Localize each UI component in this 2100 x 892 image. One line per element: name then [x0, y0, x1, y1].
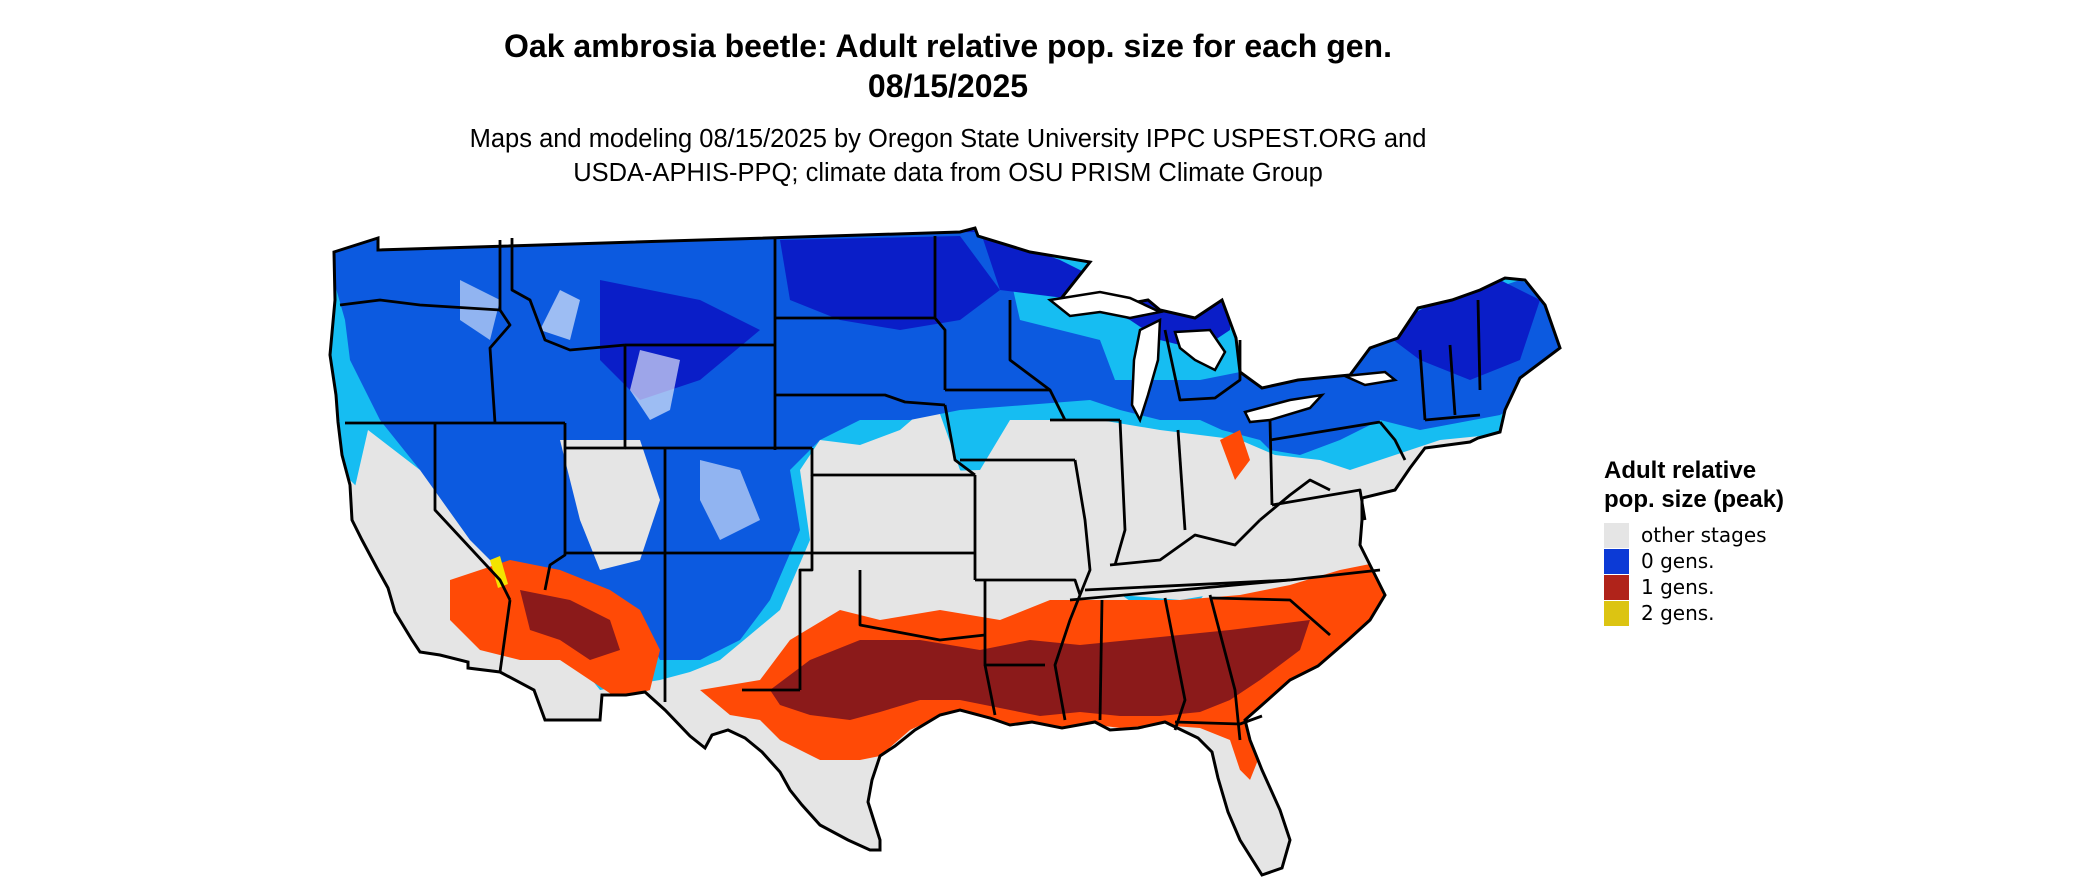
legend-label: other stages	[1641, 523, 1767, 547]
legend-items: other stages 0 gens. 1 gens. 2 gens.	[1604, 522, 1804, 626]
legend-item-0-gens: 0 gens.	[1604, 548, 1804, 574]
legend-title: Adult relative pop. size (peak)	[1604, 457, 1785, 513]
legend-label: 0 gens.	[1641, 549, 1715, 573]
legend-swatch-other-stages	[1604, 522, 1629, 548]
legend-item-1-gens: 1 gens.	[1604, 574, 1804, 600]
legend-swatch-0-gens	[1604, 548, 1629, 574]
legend-label: 1 gens.	[1641, 575, 1715, 599]
legend-label: 2 gens.	[1641, 601, 1715, 625]
subtitle-line-1: Maps and modeling 08/15/2025 by Oregon S…	[469, 125, 1427, 153]
map-title: Oak ambrosia beetle: Adult relative pop.…	[0, 26, 1896, 106]
legend-swatch-1-gens	[1604, 574, 1629, 600]
map-subtitle: Maps and modeling 08/15/2025 by Oregon S…	[0, 122, 1896, 190]
legend-item-2-gens: 2 gens.	[1604, 600, 1804, 626]
title-line-2: 08/15/2025	[867, 68, 1029, 104]
title-line-1: Oak ambrosia beetle: Adult relative pop.…	[504, 28, 1392, 64]
legend-swatch-2-gens	[1604, 600, 1629, 626]
legend: Adult relative pop. size (peak) other st…	[1604, 456, 1804, 626]
legend-item-other-stages: other stages	[1604, 522, 1804, 548]
subtitle-line-2: USDA-APHIS-PPQ; climate data from OSU PR…	[573, 159, 1323, 187]
